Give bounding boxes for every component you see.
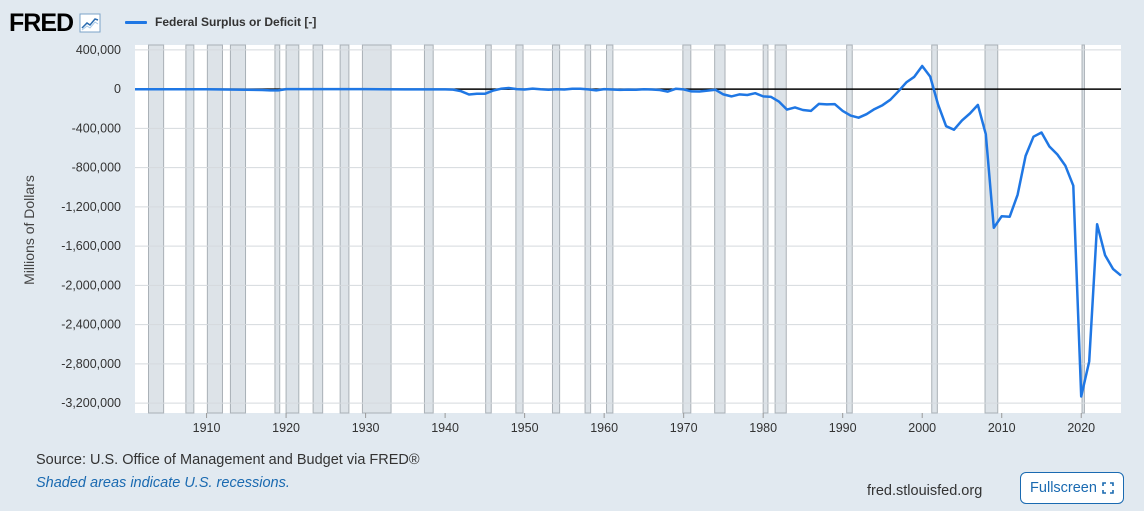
x-axis-tick-labels: 1910 1920 1930 1940 1950 1960 1970 1980 1990 2000… <box>193 413 1095 435</box>
series-line[interactable] <box>135 64 1122 398</box>
x-tick-label: 1930 <box>352 421 380 435</box>
chart-logo-icon <box>79 13 101 33</box>
y-tick-label: -2,400,000 <box>61 318 121 332</box>
recession-band <box>515 44 524 414</box>
y-tick-label: 0 <box>114 82 121 96</box>
y-tick-label: -2,000,000 <box>61 278 121 292</box>
recession-band <box>984 44 999 414</box>
y-axis-label: Millions of Dollars <box>21 175 37 285</box>
x-tick-label: 2000 <box>908 421 936 435</box>
legend-swatch <box>125 20 147 24</box>
recession-band <box>774 44 787 414</box>
recession-band <box>931 44 938 414</box>
recession-band <box>1081 44 1085 414</box>
source-text: Source: U.S. Office of Management and Bu… <box>36 452 420 468</box>
y-tick-label: -1,200,000 <box>61 200 121 214</box>
legend-label: Federal Surplus or Deficit [-] <box>155 15 317 29</box>
recession-band <box>606 44 614 414</box>
fred-logo-text: FRED <box>9 8 74 37</box>
fullscreen-button[interactable]: Fullscreen <box>1020 472 1124 504</box>
x-tick-label: 1950 <box>511 421 539 435</box>
x-tick-label: 1920 <box>272 421 300 435</box>
fullscreen-label: Fullscreen <box>1030 480 1097 496</box>
x-tick-label: 1990 <box>829 421 857 435</box>
recession-band <box>274 44 281 414</box>
y-tick-label: -400,000 <box>72 121 121 135</box>
recession-band <box>714 44 726 414</box>
recession-band <box>312 44 324 414</box>
y-tick-label: -800,000 <box>72 161 121 175</box>
x-tick-label: 2010 <box>988 421 1016 435</box>
recession-band <box>846 44 853 414</box>
y-axis-tick-labels: 400,000 0 -400,000 -800,000 -1,200,000 -1,600… <box>61 43 121 410</box>
recession-band <box>361 44 392 414</box>
recession-band <box>185 44 195 414</box>
x-tick-label: 1980 <box>749 421 777 435</box>
recession-band <box>206 44 223 414</box>
x-tick-label: 1910 <box>193 421 221 435</box>
plot-background <box>135 45 1121 413</box>
x-tick-label: 2020 <box>1067 421 1095 435</box>
recession-band <box>762 44 769 414</box>
site-url[interactable]: fred.stlouisfed.org <box>867 483 983 499</box>
y-tick-label: -3,200,000 <box>61 396 121 410</box>
legend: Federal Surplus or Deficit [-] <box>125 15 316 29</box>
x-tick-label: 1940 <box>431 421 459 435</box>
fullscreen-icon <box>1102 482 1114 494</box>
recession-band <box>423 44 434 414</box>
y-tick-label: -1,600,000 <box>61 239 121 253</box>
recession-shading <box>148 44 1085 414</box>
y-tick-label: -2,800,000 <box>61 357 121 371</box>
recession-band <box>584 44 592 414</box>
recession-band <box>682 44 692 414</box>
recession-band <box>285 44 300 414</box>
recession-note: Shaded areas indicate U.S. recessions. <box>36 475 290 491</box>
x-tick-label: 1960 <box>590 421 618 435</box>
recession-band <box>485 44 492 414</box>
recession-band <box>229 44 247 414</box>
recession-band <box>148 44 165 414</box>
recession-band <box>339 44 350 414</box>
fred-logo[interactable]: FRED <box>9 9 101 37</box>
x-tick-label: 1970 <box>670 421 698 435</box>
y-tick-label: 400,000 <box>76 43 121 57</box>
recession-band <box>551 44 561 414</box>
